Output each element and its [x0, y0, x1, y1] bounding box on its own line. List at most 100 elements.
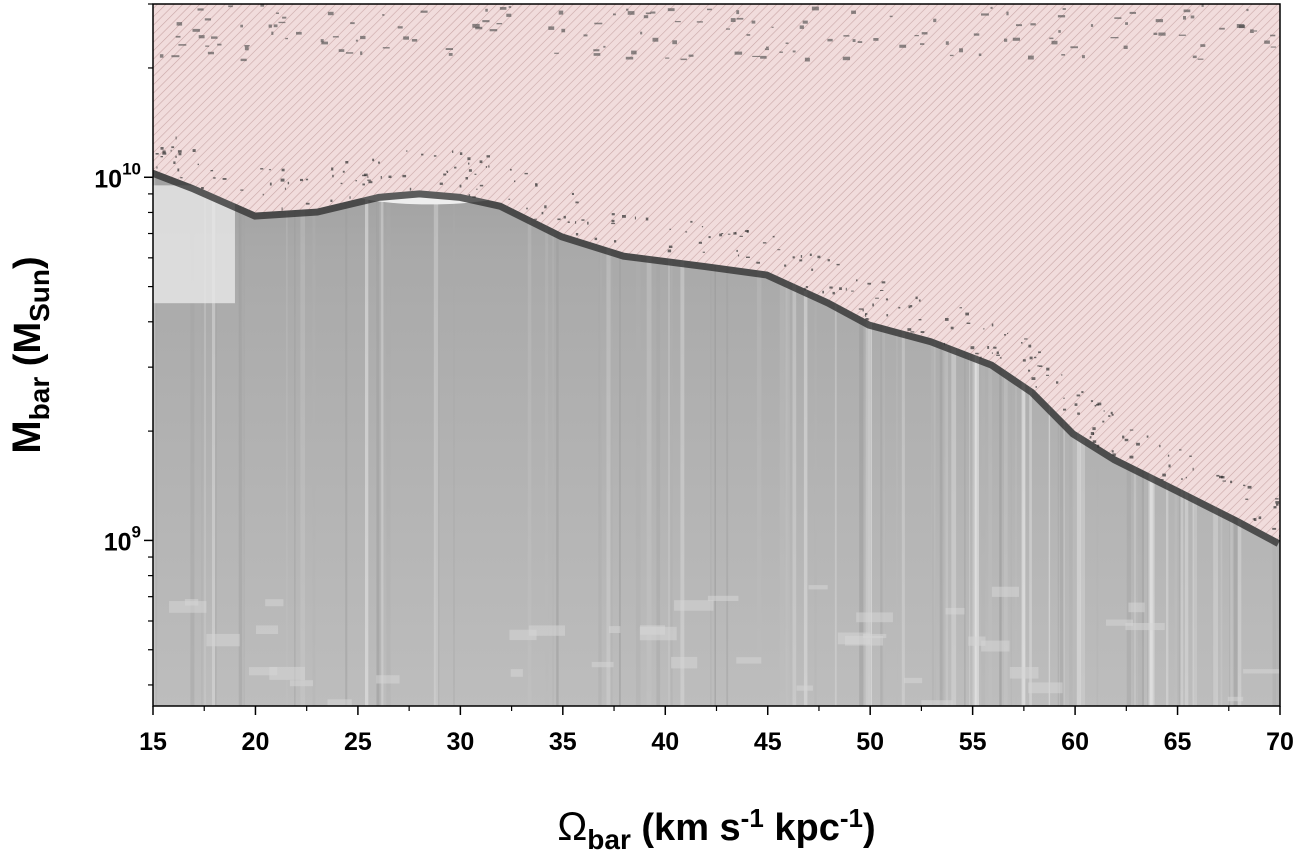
- noise-speck: [802, 20, 808, 24]
- noise-speck: [355, 180, 357, 182]
- noise-speck: [524, 172, 528, 175]
- noise-speck: [260, 4, 265, 7]
- noise-speck: [1112, 453, 1116, 456]
- noise-speck: [1125, 22, 1128, 25]
- noise-speck: [1092, 440, 1097, 443]
- noise-speck: [1162, 473, 1166, 477]
- noise-speck: [162, 150, 166, 154]
- bound-patch: [921, 700, 953, 706]
- bound-patch: [736, 657, 762, 664]
- noise-speck: [669, 228, 671, 230]
- noise-speck: [558, 10, 564, 15]
- noise-speck: [1062, 8, 1066, 10]
- noise-speck: [192, 149, 196, 152]
- noise-speck: [563, 215, 566, 219]
- noise-speck: [792, 256, 795, 259]
- noise-speck: [472, 23, 480, 28]
- noise-speck: [631, 50, 637, 55]
- noise-speck: [959, 48, 963, 53]
- noise-speck: [176, 22, 183, 26]
- noise-speck: [1276, 503, 1279, 506]
- bound-streak: [635, 4, 641, 706]
- bound-streak: [901, 4, 905, 706]
- noise-speck: [526, 207, 528, 210]
- noise-speck: [746, 230, 749, 233]
- bound-patch: [981, 640, 1010, 652]
- y-axis-unit-suffix: ): [7, 256, 49, 269]
- bound-streak: [435, 4, 440, 706]
- noise-speck: [367, 179, 371, 181]
- noise-speck: [1219, 475, 1223, 479]
- noise-speck: [708, 236, 711, 239]
- noise-speck: [1021, 342, 1023, 344]
- noise-speck: [213, 177, 216, 179]
- noise-speck: [535, 183, 538, 185]
- noise-speck: [459, 184, 462, 188]
- bound-streak: [670, 4, 673, 706]
- noise-speck: [380, 176, 382, 179]
- bound-streak: [212, 4, 216, 706]
- noise-speck: [489, 29, 498, 32]
- bound-patch: [1128, 602, 1145, 613]
- noise-speck: [1000, 357, 1002, 359]
- noise-speck: [1275, 498, 1279, 500]
- noise-speck: [1049, 37, 1054, 40]
- noise-speck: [805, 286, 808, 288]
- noise-speck: [541, 211, 544, 215]
- noise-speck: [1216, 474, 1220, 477]
- noise-speck: [983, 328, 985, 330]
- noise-speck: [880, 290, 884, 291]
- noise-speck: [171, 55, 180, 58]
- bound-patch: [863, 633, 887, 639]
- bound-patch: [269, 666, 305, 680]
- bound-streak: [365, 4, 369, 706]
- bound-streak: [881, 4, 886, 706]
- noise-speck: [991, 352, 993, 354]
- noise-speck: [197, 8, 204, 11]
- unbound-region: [153, 4, 1280, 541]
- noise-speck: [1061, 374, 1063, 376]
- noise-speck: [1273, 506, 1277, 509]
- noise-speck: [388, 175, 392, 178]
- noise-speck: [360, 35, 366, 40]
- noise-speck: [1124, 438, 1129, 442]
- bound-patch: [509, 629, 537, 641]
- noise-speck: [799, 25, 804, 29]
- bound-patch: [968, 636, 986, 646]
- bound-patch: [991, 586, 1019, 597]
- noise-speck: [488, 165, 490, 168]
- noise-speck: [1024, 338, 1028, 340]
- noise-speck: [1004, 334, 1006, 336]
- bound-streak: [792, 4, 797, 706]
- noise-speck: [1094, 404, 1097, 407]
- noise-speck: [827, 259, 830, 262]
- noise-speck: [696, 21, 703, 23]
- noise-speck: [845, 287, 847, 291]
- noise-speck: [764, 48, 769, 51]
- bound-streak: [204, 4, 206, 706]
- noise-speck: [268, 24, 272, 28]
- noise-speck: [1108, 415, 1111, 417]
- noise-speck: [1046, 374, 1049, 376]
- x-axis-exp2: -1: [840, 803, 863, 833]
- noise-speck: [468, 162, 470, 165]
- noise-speck: [170, 149, 172, 152]
- noise-speck: [945, 41, 949, 45]
- noise-speck: [822, 290, 824, 294]
- noise-speck: [746, 34, 751, 36]
- noise-speck: [1246, 8, 1249, 12]
- bound-patch: [1243, 669, 1280, 674]
- noise-speck: [975, 352, 979, 355]
- noise-speck: [856, 279, 858, 282]
- x-tick-label: 15: [139, 728, 167, 756]
- noise-speck: [198, 35, 205, 39]
- noise-speck: [1022, 359, 1026, 362]
- x-tick-label: 45: [754, 728, 782, 756]
- noise-speck: [918, 299, 921, 302]
- noise-speck: [1056, 381, 1059, 384]
- noise-speck: [378, 161, 380, 164]
- bound-streak: [714, 4, 716, 706]
- noise-speck: [1197, 58, 1204, 60]
- bound-patch: [528, 625, 565, 636]
